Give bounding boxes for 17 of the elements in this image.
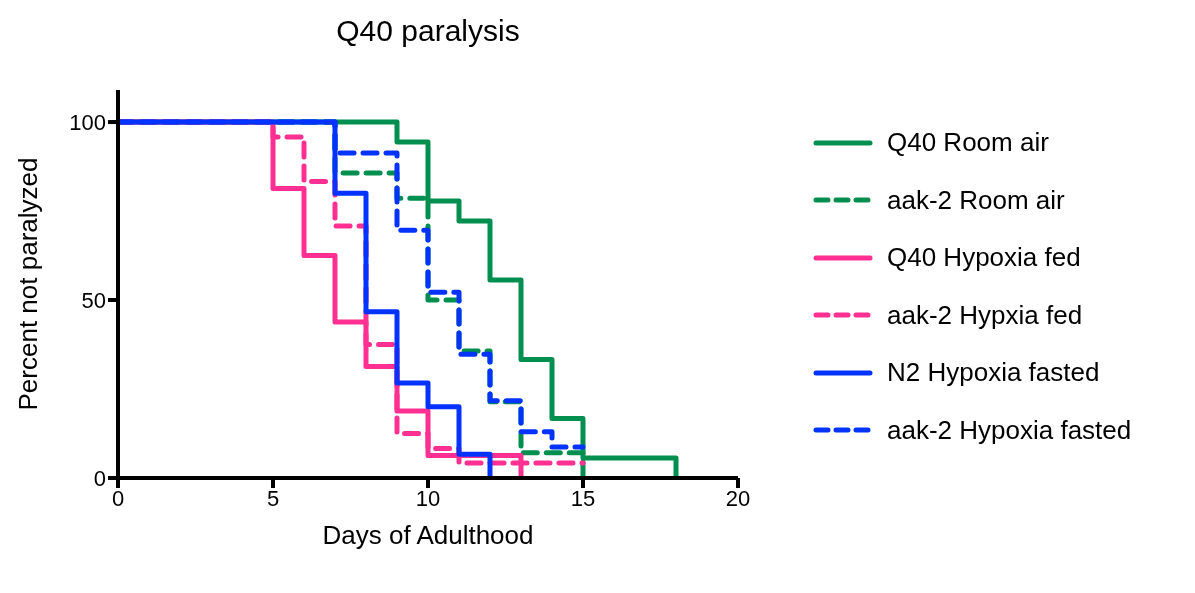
legend-label: aak-2 Hypoxia fasted (887, 414, 1132, 446)
legend-label: Q40 Hypoxia fed (887, 242, 1081, 274)
legend-label: aak-2 Room air (887, 184, 1065, 216)
x-tick-label: 20 (725, 485, 751, 511)
x-tick-label: 5 (266, 485, 280, 511)
y-axis-title: Percent not paralyzed (13, 157, 44, 411)
y-tick-label: 50 (81, 287, 106, 313)
legend-label: N2 Hypoxia fasted (887, 357, 1100, 389)
x-tick-label: 10 (415, 485, 441, 511)
x-tick-label: 0 (111, 485, 125, 511)
legend-label: Q40 Room air (887, 127, 1049, 159)
y-tick-label: 100 (69, 109, 106, 135)
x-tick-label: 15 (570, 485, 596, 511)
x-axis-title: Days of Adulthood (322, 520, 534, 550)
chart-title: Q40 paralysis (335, 14, 521, 48)
legend-label: aak-2 Hypxia fed (887, 299, 1083, 331)
y-tick-label: 0 (93, 465, 106, 491)
